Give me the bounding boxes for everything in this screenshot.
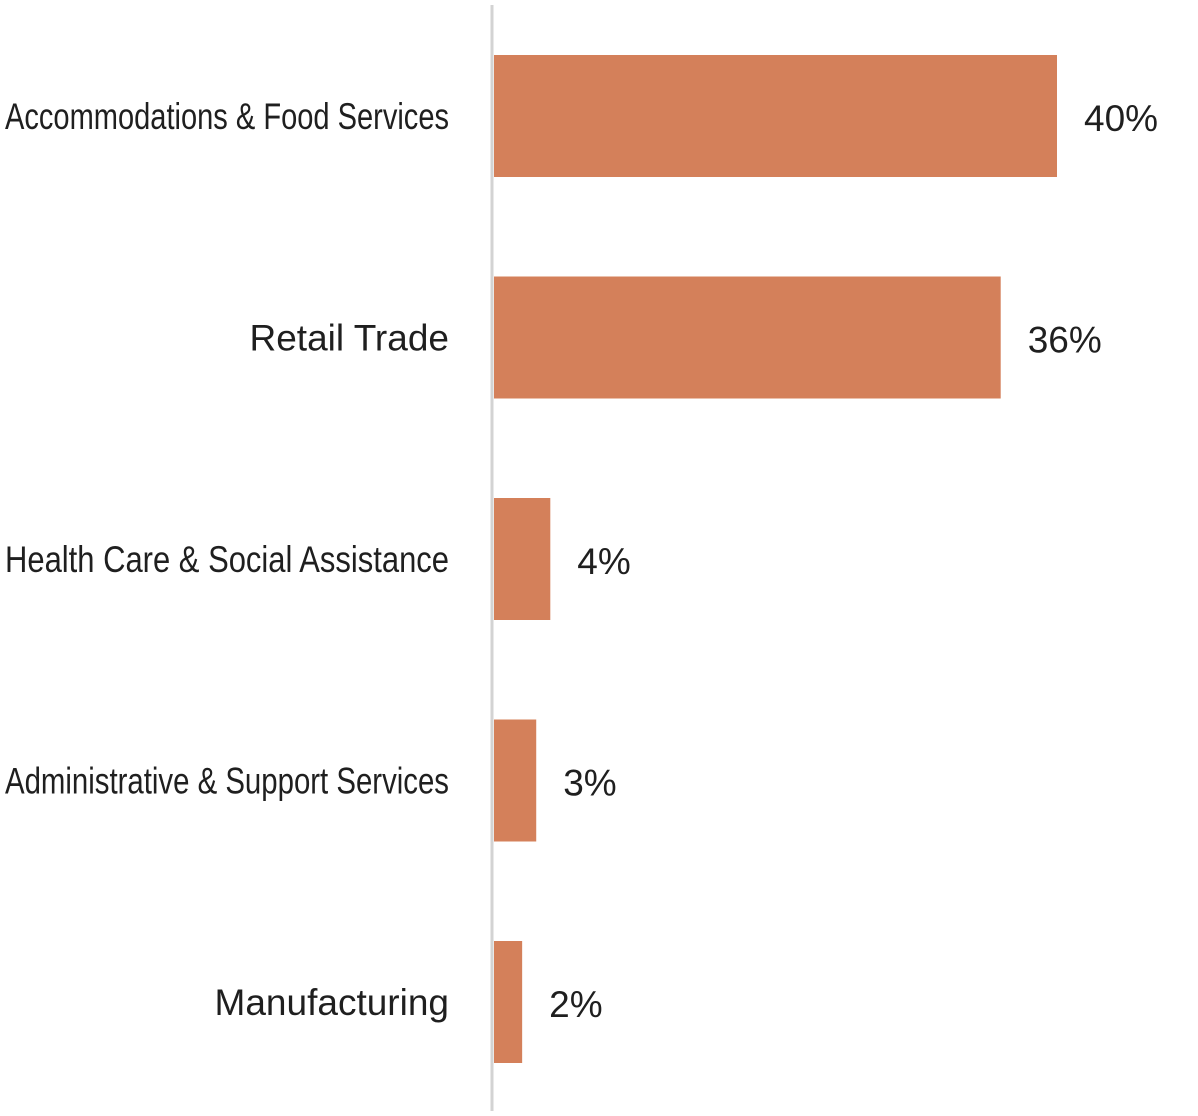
bar-accommodations-and-food-services (494, 55, 1057, 177)
bar-health-care-and-social-assistance (494, 498, 551, 620)
category-label-manufacturing: Manufacturing (215, 982, 449, 1023)
value-label-health-care-and-social-assistance: 4% (577, 541, 630, 582)
value-label-accommodations-and-food-services: 40% (1084, 98, 1158, 139)
category-label-health-care-and-social-assistance: Health Care & Social Assistance (5, 539, 449, 580)
bars-group (494, 55, 1057, 1063)
value-labels-group: 40% 36% 4% 3% 2% (549, 98, 1158, 1025)
category-labels-group: Accommodations & Food Services Retail Tra… (5, 96, 449, 1023)
value-label-administrative-and-support-services: 3% (563, 763, 616, 804)
category-label-accommodations-and-food-services: Accommodations & Food Services (5, 96, 449, 137)
value-label-manufacturing: 2% (549, 984, 602, 1025)
bar-retail-trade (494, 276, 1001, 399)
bar-administrative-and-support-services (494, 719, 537, 842)
bar-manufacturing (494, 941, 523, 1063)
category-label-retail-trade: Retail Trade (250, 318, 450, 359)
category-label-administrative-and-support-services: Administrative & Support Services (5, 761, 449, 802)
value-label-retail-trade: 36% (1028, 320, 1102, 361)
